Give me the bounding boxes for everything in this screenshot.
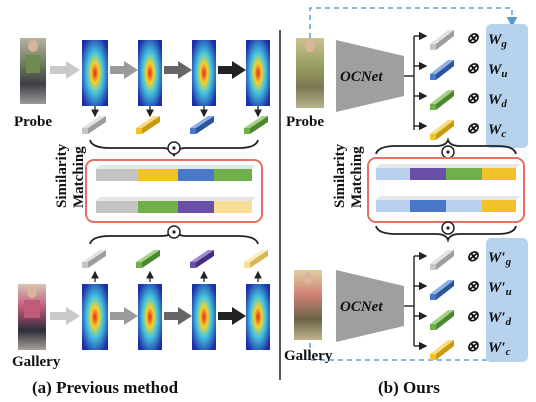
probe-weight-op: ⊗ (466, 121, 479, 137)
probe-features (82, 116, 268, 134)
left-probe-brace (89, 139, 259, 157)
gallery-feature-purple (190, 250, 214, 268)
left-probe-concat-icon (167, 141, 181, 155)
gallery-weight-op: ⊗ (466, 339, 479, 355)
right-probe-features (430, 30, 454, 140)
probe-weight: Wd (488, 92, 507, 110)
right-probe-feature-green (430, 90, 454, 110)
left-gallery-concat-feature (96, 197, 256, 213)
gallery-weight-op: ⊗ (466, 249, 479, 265)
gallery-heatmap-3 (192, 284, 216, 350)
gallery-feature-green (136, 250, 160, 268)
probe-image-right (296, 38, 324, 108)
gallery-weights-panel (486, 238, 528, 362)
right-probe-feature-blue (430, 60, 454, 80)
probe-weights-panel (486, 24, 528, 148)
gallery-weights: ⊗ W′g ⊗ W′u ⊗ W′d ⊗ W′c (466, 249, 512, 358)
right-gallery-brace (375, 225, 517, 243)
probe-weight: Wu (488, 62, 507, 80)
right-gallery-feature-green (430, 310, 454, 330)
gallery-weight-op: ⊗ (466, 279, 479, 295)
gallery-image-right (294, 270, 322, 340)
left-gallery-concat-icon (167, 225, 181, 239)
probe-flow-arrows (50, 61, 246, 79)
probe-feature-yellow (136, 116, 160, 134)
gallery-weight: W′g (488, 250, 512, 268)
right-caption: (b) Ours (378, 378, 440, 397)
gallery-weight-op: ⊗ (466, 309, 479, 325)
gallery-weight: W′d (488, 310, 512, 328)
gallery-heatmap-1 (82, 284, 108, 350)
probe-feature-blue (190, 116, 214, 134)
probe-heatmap-1 (82, 40, 108, 106)
left-gallery-label: Gallery (12, 354, 61, 370)
right-gallery-features (430, 250, 454, 360)
gallery-heatmaps (82, 284, 270, 350)
probe-down-arrows (91, 106, 262, 118)
gallery-weight: W′u (488, 280, 512, 298)
gallery-flow-arrows (50, 307, 246, 325)
probe-weight: Wg (488, 32, 507, 50)
gallery-heatmap-2 (138, 284, 162, 350)
right-gallery-feature-yellow (430, 340, 454, 360)
probe-feature-gray (82, 116, 106, 134)
probe-heatmaps (82, 40, 270, 106)
gallery-image (18, 284, 46, 350)
left-probe-concat-feature (96, 165, 256, 181)
probe-heatmap-2 (138, 40, 162, 106)
gallery-branch-lines (404, 251, 428, 351)
svg-text:OCNet: OCNet (340, 299, 383, 315)
probe-ocnet-block: OCNet (336, 40, 404, 112)
right-probe-feature-yellow (430, 120, 454, 140)
right-probe-concat-feature (376, 164, 520, 180)
right-matching-label: Similarity Matching (332, 140, 365, 208)
right-probe-brace (375, 137, 517, 155)
gallery-ocnet-block: OCNet (336, 270, 404, 342)
gallery-up-arrows (91, 270, 262, 282)
probe-branch-lines (404, 31, 428, 131)
gallery-feature-lightyellow (244, 250, 268, 268)
probe-heatmap-3 (192, 40, 216, 106)
probe-weight-op: ⊗ (466, 61, 479, 77)
right-probe-label: Probe (286, 114, 324, 130)
gallery-heatmap-4 (246, 284, 270, 350)
right-gallery-label: Gallery (284, 348, 333, 364)
left-probe-label: Probe (14, 114, 52, 130)
right-gallery-concat-icon (441, 221, 455, 235)
probe-weight: Wc (488, 122, 506, 140)
probe-image (20, 38, 46, 104)
svg-text:OCNet: OCNet (340, 69, 383, 85)
probe-weights: ⊗ Wg ⊗ Wu ⊗ Wd ⊗ Wc (466, 31, 507, 140)
right-gallery-feature-blue (430, 280, 454, 300)
probe-heatmap-4 (246, 40, 270, 106)
probe-feature-green (244, 116, 268, 134)
right-gallery-feature-gray (430, 250, 454, 270)
left-caption: (a) Previous method (32, 378, 179, 397)
gallery-feature-gray (82, 250, 106, 268)
right-probe-feature-gray (430, 30, 454, 50)
probe-weight-op: ⊗ (466, 91, 479, 107)
left-matching-label: Similarity Matching (54, 140, 87, 208)
gallery-weight: W′c (488, 340, 511, 358)
probe-weight-op: ⊗ (466, 31, 479, 47)
gallery-features (82, 250, 268, 268)
right-gallery-concat-feature (376, 196, 520, 212)
right-probe-concat-icon (441, 145, 455, 159)
